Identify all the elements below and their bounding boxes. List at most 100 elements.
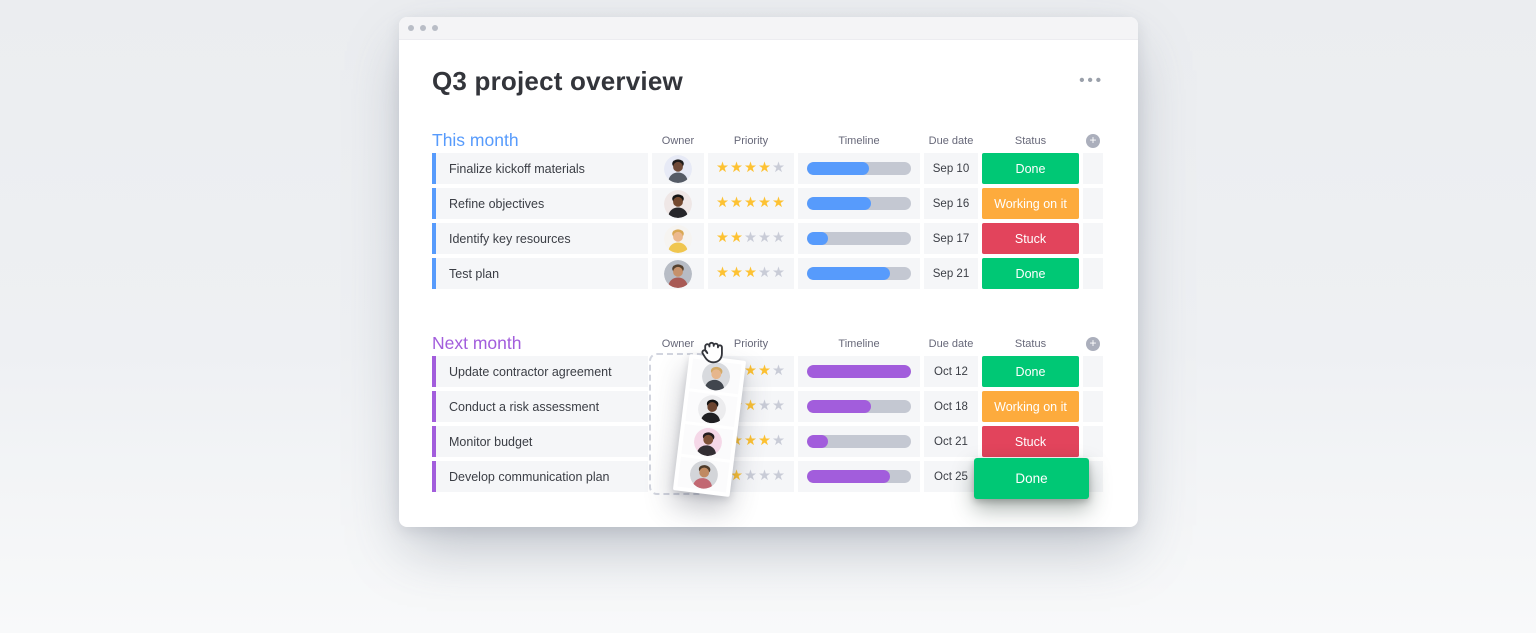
star-filled-icon[interactable]: ★ <box>716 230 730 247</box>
owner-cell[interactable] <box>652 223 704 254</box>
star-filled-icon[interactable]: ★ <box>758 363 772 380</box>
star-filled-icon[interactable]: ★ <box>744 195 758 212</box>
task-cell[interactable]: Update contractor agreement <box>432 356 648 387</box>
column-header-status[interactable]: Status <box>1014 337 1047 350</box>
window-control-icon[interactable] <box>408 25 414 31</box>
column-header-priority[interactable]: Priority <box>733 337 769 350</box>
due-date-cell[interactable]: Oct 18 <box>924 391 978 422</box>
star-empty-icon[interactable]: ★ <box>772 160 786 177</box>
owner-cell[interactable] <box>652 188 704 219</box>
due-date-cell[interactable]: Sep 10 <box>924 153 978 184</box>
star-filled-icon[interactable]: ★ <box>744 433 758 450</box>
add-column-icon[interactable]: + <box>1086 133 1100 148</box>
star-filled-icon[interactable]: ★ <box>744 363 758 380</box>
column-header-timeline[interactable]: Timeline <box>838 337 880 350</box>
owner-cell[interactable] <box>652 153 704 184</box>
due-date-cell[interactable]: Sep 16 <box>924 188 978 219</box>
task-cell[interactable]: Finalize kickoff materials <box>432 153 648 184</box>
priority-cell[interactable]: ★★★★★ <box>708 258 794 289</box>
window-control-icon[interactable] <box>432 25 438 31</box>
star-empty-icon[interactable]: ★ <box>772 230 786 247</box>
priority-cell[interactable]: ★★★★★ <box>708 188 794 219</box>
status-badge[interactable]: Stuck <box>982 223 1079 254</box>
due-date-cell[interactable]: Oct 25 <box>924 461 978 492</box>
task-cell[interactable]: Conduct a risk assessment <box>432 391 648 422</box>
column-header-status[interactable]: Status <box>1014 134 1047 147</box>
timeline-cell[interactable] <box>798 258 920 289</box>
status-badge[interactable]: Done <box>982 356 1079 387</box>
owner-cell[interactable] <box>652 258 704 289</box>
task-cell[interactable]: Test plan <box>432 258 648 289</box>
timeline-track[interactable] <box>807 435 911 448</box>
star-filled-icon[interactable]: ★ <box>730 230 744 247</box>
timeline-cell[interactable] <box>798 391 920 422</box>
star-filled-icon[interactable]: ★ <box>744 398 758 415</box>
add-column-icon[interactable]: + <box>1086 336 1100 351</box>
timeline-cell[interactable] <box>798 356 920 387</box>
column-header-due-date[interactable]: Due date <box>928 134 974 147</box>
status-badge[interactable]: Done <box>982 153 1079 184</box>
timeline-track[interactable] <box>807 470 911 483</box>
timeline-track[interactable] <box>807 400 911 413</box>
star-empty-icon[interactable]: ★ <box>758 265 772 282</box>
column-header-owner[interactable]: Owner <box>661 134 695 147</box>
status-badge[interactable]: Working on it <box>982 188 1079 219</box>
priority-cell[interactable]: ★★★★★ <box>708 153 794 184</box>
timeline-cell[interactable] <box>798 153 920 184</box>
star-filled-icon[interactable]: ★ <box>758 433 772 450</box>
star-empty-icon[interactable]: ★ <box>772 265 786 282</box>
column-header-due-date[interactable]: Due date <box>928 337 974 350</box>
star-empty-icon[interactable]: ★ <box>772 363 786 380</box>
star-filled-icon[interactable]: ★ <box>772 195 786 212</box>
star-empty-icon[interactable]: ★ <box>758 398 772 415</box>
timeline-cell[interactable] <box>798 426 920 457</box>
timeline-track[interactable] <box>807 197 911 210</box>
due-date-cell[interactable]: Sep 21 <box>924 258 978 289</box>
column-header-timeline[interactable]: Timeline <box>838 134 880 147</box>
due-date-cell[interactable]: Oct 12 <box>924 356 978 387</box>
priority-cell[interactable]: ★★★★★ <box>708 223 794 254</box>
timeline-track[interactable] <box>807 267 911 280</box>
star-empty-icon[interactable]: ★ <box>772 468 786 485</box>
group-title[interactable]: This month <box>432 130 519 150</box>
star-filled-icon[interactable]: ★ <box>730 468 744 485</box>
star-filled-icon[interactable]: ★ <box>744 160 758 177</box>
due-date-cell[interactable]: Sep 17 <box>924 223 978 254</box>
task-cell[interactable]: Develop communication plan <box>432 461 648 492</box>
star-empty-icon[interactable]: ★ <box>758 468 772 485</box>
board-menu-icon[interactable]: ••• <box>1079 72 1104 89</box>
status-badge[interactable]: Done <box>974 458 1089 499</box>
timeline-cell[interactable] <box>798 461 920 492</box>
group-title[interactable]: Next month <box>432 333 522 353</box>
star-empty-icon[interactable]: ★ <box>758 230 772 247</box>
star-empty-icon[interactable]: ★ <box>772 398 786 415</box>
status-badge[interactable]: Done <box>982 258 1079 289</box>
star-filled-icon[interactable]: ★ <box>730 265 744 282</box>
star-filled-icon[interactable]: ★ <box>758 160 772 177</box>
column-header-owner[interactable]: Owner <box>661 337 695 350</box>
star-filled-icon[interactable]: ★ <box>716 265 730 282</box>
due-date-cell[interactable]: Oct 21 <box>924 426 978 457</box>
timeline-cell[interactable] <box>798 188 920 219</box>
status-badge[interactable]: Stuck <box>982 426 1079 457</box>
star-filled-icon[interactable]: ★ <box>716 160 730 177</box>
star-filled-icon[interactable]: ★ <box>730 195 744 212</box>
star-empty-icon[interactable]: ★ <box>744 468 758 485</box>
star-empty-icon[interactable]: ★ <box>744 230 758 247</box>
star-filled-icon[interactable]: ★ <box>758 195 772 212</box>
task-cell[interactable]: Identify key resources <box>432 223 648 254</box>
star-empty-icon[interactable]: ★ <box>772 433 786 450</box>
star-filled-icon[interactable]: ★ <box>716 195 730 212</box>
column-header-priority[interactable]: Priority <box>733 134 769 147</box>
drag-card[interactable] <box>672 354 747 497</box>
timeline-cell[interactable] <box>798 223 920 254</box>
star-filled-icon[interactable]: ★ <box>744 265 758 282</box>
timeline-track[interactable] <box>807 162 911 175</box>
task-cell[interactable]: Monitor budget <box>432 426 648 457</box>
star-filled-icon[interactable]: ★ <box>730 160 744 177</box>
task-cell[interactable]: Refine objectives <box>432 188 648 219</box>
timeline-track[interactable] <box>807 232 911 245</box>
status-badge[interactable]: Working on it <box>982 391 1079 422</box>
window-control-icon[interactable] <box>420 25 426 31</box>
timeline-track[interactable] <box>807 365 911 378</box>
